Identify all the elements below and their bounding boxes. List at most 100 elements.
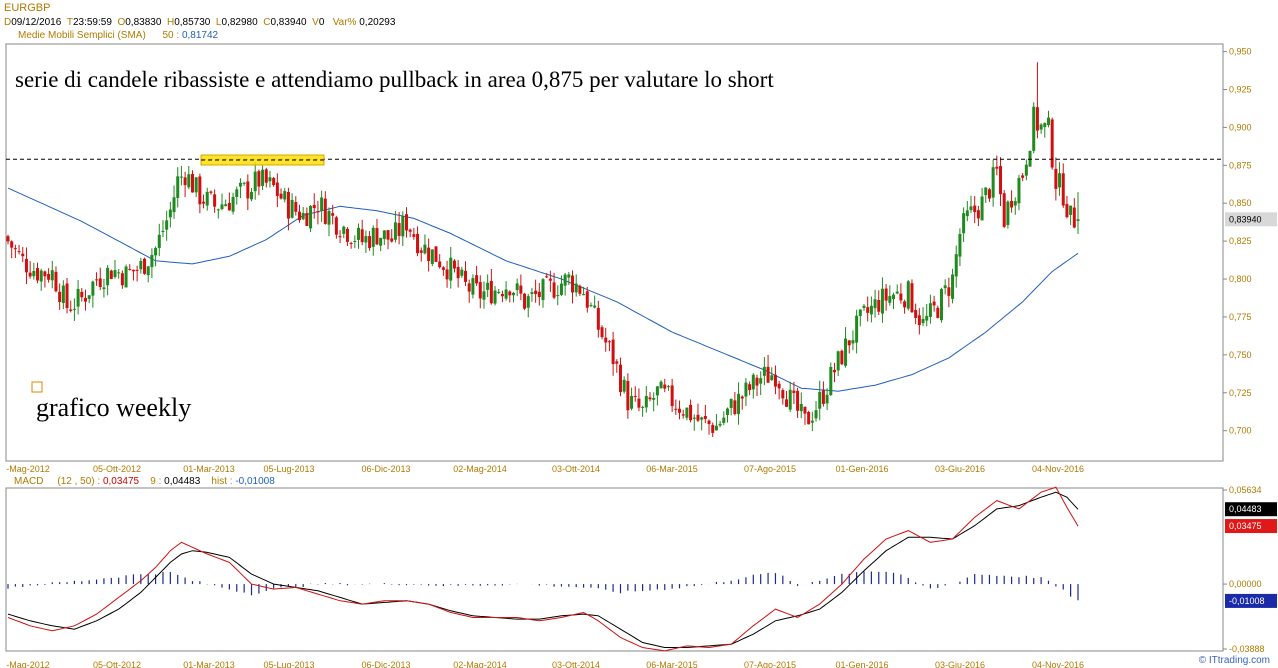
candle-body: [1002, 193, 1006, 227]
candle-body: [95, 279, 99, 281]
macd-header: MACD (12 , 50) : 0,03475 9 : 0,04483 his…: [14, 476, 275, 487]
candle-body: [401, 215, 405, 237]
candle-body: [393, 222, 397, 240]
candle-body: [556, 295, 560, 297]
candle-body: [523, 293, 527, 309]
price-x-tick-label: 01-Mar-2013: [183, 464, 235, 474]
candle-body: [382, 230, 386, 239]
candle-body: [785, 399, 789, 407]
candle-body: [113, 270, 117, 277]
candle-body: [154, 247, 158, 256]
candle-body: [947, 287, 951, 296]
candle-body: [246, 181, 250, 199]
candle-body: [1069, 205, 1073, 215]
candle-body: [1076, 219, 1080, 221]
candle-body: [497, 291, 501, 293]
candle-body: [892, 294, 896, 300]
candle-body: [482, 291, 486, 300]
candle-body: [722, 417, 726, 423]
candle-body: [678, 408, 682, 413]
candle-body: [1061, 173, 1065, 206]
candle-body: [98, 278, 102, 287]
candle-body: [1032, 106, 1036, 151]
candle-body: [165, 220, 169, 230]
candle-body: [128, 269, 132, 271]
candle-body: [213, 194, 217, 207]
candle-body: [190, 174, 194, 193]
candle-body: [644, 395, 648, 408]
candle-body: [751, 374, 755, 390]
candle-body: [611, 339, 615, 365]
candle-body: [877, 299, 881, 312]
candle-body: [205, 191, 209, 206]
candle-body: [143, 258, 147, 274]
candle-body: [445, 269, 449, 280]
candle-body: [345, 228, 349, 242]
candle-body: [593, 305, 597, 308]
candle-body: [286, 192, 290, 219]
candle-body: [987, 189, 991, 199]
candle-body: [227, 202, 231, 211]
candle-body: [991, 167, 995, 198]
candle-body: [899, 293, 903, 301]
macd-layer: [7, 486, 1079, 652]
date-value: 09/12/2016: [11, 17, 62, 28]
price-y-tick-label: 0,750: [1229, 350, 1252, 360]
open-value: 0,83830: [125, 17, 162, 28]
candle-body: [360, 229, 364, 243]
candle-body: [762, 366, 766, 376]
candle-body: [316, 211, 320, 213]
candle-body: [264, 169, 268, 183]
macd-x-tick-label: 05-Lug-2013: [263, 660, 314, 668]
credit-text: © ITtrading.com: [1198, 655, 1270, 666]
candle-body: [176, 176, 180, 198]
candle-body: [759, 378, 763, 384]
candle-body: [873, 299, 877, 309]
candle-body: [61, 285, 65, 304]
small-marker-square: [31, 381, 43, 393]
price-y-tick-label: 0,900: [1229, 122, 1252, 132]
candle-body: [917, 315, 921, 326]
candle-body: [1010, 200, 1014, 208]
candle-body: [500, 293, 504, 297]
annotation-main-text: serie di candele ribassiste e attendiamo…: [15, 67, 774, 92]
candle-body: [980, 196, 984, 221]
candle-body: [124, 266, 128, 288]
candle-body: [681, 414, 685, 416]
candle-body: [323, 198, 327, 224]
candle-body: [419, 250, 423, 253]
candle-body: [390, 238, 394, 242]
candle-body: [268, 177, 272, 182]
ohlc-header: D09/12/2016 T23:59:59 O0,83830 H0,85730 …: [4, 17, 395, 29]
candle-body: [821, 390, 825, 404]
o-label: O: [117, 17, 126, 28]
candle-body: [707, 420, 711, 425]
signal-value-tag-label: 0,04483: [1229, 504, 1262, 514]
candle-body: [596, 307, 600, 330]
candle-body: [618, 364, 622, 393]
candle-body: [364, 236, 368, 243]
candle-body: [748, 384, 752, 391]
candle-body: [571, 275, 575, 293]
candle-body: [327, 211, 331, 225]
candle-body: [965, 210, 969, 217]
macd-x-tick-label: 03-Ott-2014: [552, 660, 600, 668]
candle-body: [198, 176, 202, 205]
macd-plot-frame: [5, 487, 1224, 652]
candle-body: [135, 269, 139, 271]
candle-body: [272, 177, 276, 186]
candle-body: [799, 403, 803, 412]
candle-body: [832, 369, 836, 373]
candle-body: [404, 214, 408, 231]
macd-x-tick-label: 05-Ott-2012: [93, 660, 141, 668]
macd-x-tick-label: -Mag-2012: [6, 660, 50, 668]
candle-body: [855, 315, 859, 343]
candle-body: [903, 301, 907, 308]
candle-body: [607, 341, 611, 343]
candle-body: [386, 230, 390, 240]
candle-body: [700, 417, 704, 420]
candle-body: [973, 205, 977, 213]
macd-x-tick-label: 01-Gen-2016: [835, 660, 888, 668]
candle-body: [334, 217, 338, 235]
candle-body: [54, 271, 58, 292]
